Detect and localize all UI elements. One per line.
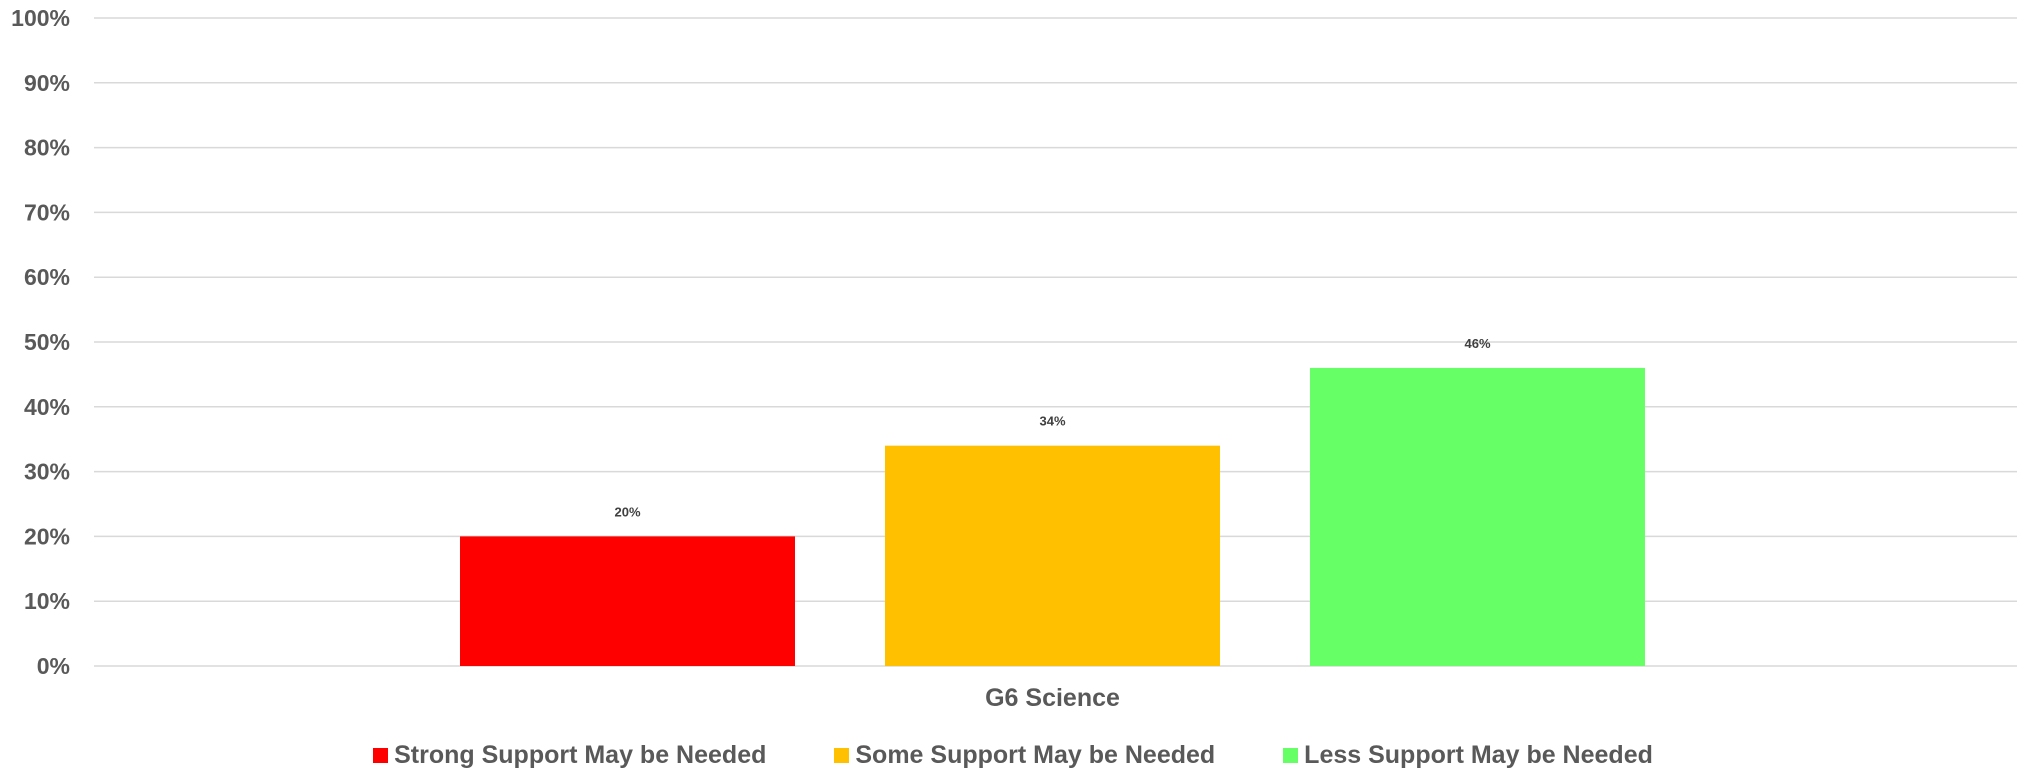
legend-label: Some Support May be Needed [855,740,1216,769]
y-tick-label: 60% [24,264,70,290]
bar-data-label: 34% [1039,414,1065,429]
y-tick-label: 100% [11,5,70,31]
y-tick-label: 40% [24,394,70,420]
data-labels: 20% 34% 46% [614,336,1490,519]
legend-label: Less Support May be Needed [1304,740,1653,769]
bar-data-label: 46% [1464,336,1490,351]
y-axis-tick-labels: 0% 10% 20% 30% 40% 50% 60% 70% 80% 90% 100% [11,5,70,679]
bar-chart: 0% 10% 20% 30% 40% 50% 60% 70% 80% 90% 100% 20% 34%… [11,5,2017,712]
legend-label: Strong Support May be Needed [394,740,767,769]
y-tick-label: 80% [24,135,70,161]
y-tick-label: 30% [24,459,70,485]
y-tick-label: 90% [24,70,70,96]
y-tick-label: 0% [37,653,70,679]
legend-swatch-green [1283,747,1299,763]
y-tick-label: 20% [24,523,70,549]
y-tick-label: 10% [24,588,70,614]
bar-strong-support [460,536,795,666]
legend-swatch-orange [834,747,850,763]
bars [460,367,1645,666]
bar-some-support [885,445,1220,666]
legend-item-some-support: Some Support May be Needed [834,741,1215,770]
x-axis-category-label: G6 Science [985,684,1120,712]
legend: Strong Support May be Needed Some Suppor… [0,740,2026,770]
bar-data-label: 20% [614,504,640,519]
y-tick-label: 50% [24,329,70,355]
y-tick-label: 70% [24,199,70,225]
legend-item-less-support: Less Support May be Needed [1283,741,1653,770]
legend-swatch-red [373,747,389,763]
legend-item-strong-support: Strong Support May be Needed [373,741,766,770]
gridlines [94,17,2017,667]
bar-less-support [1310,367,1645,666]
